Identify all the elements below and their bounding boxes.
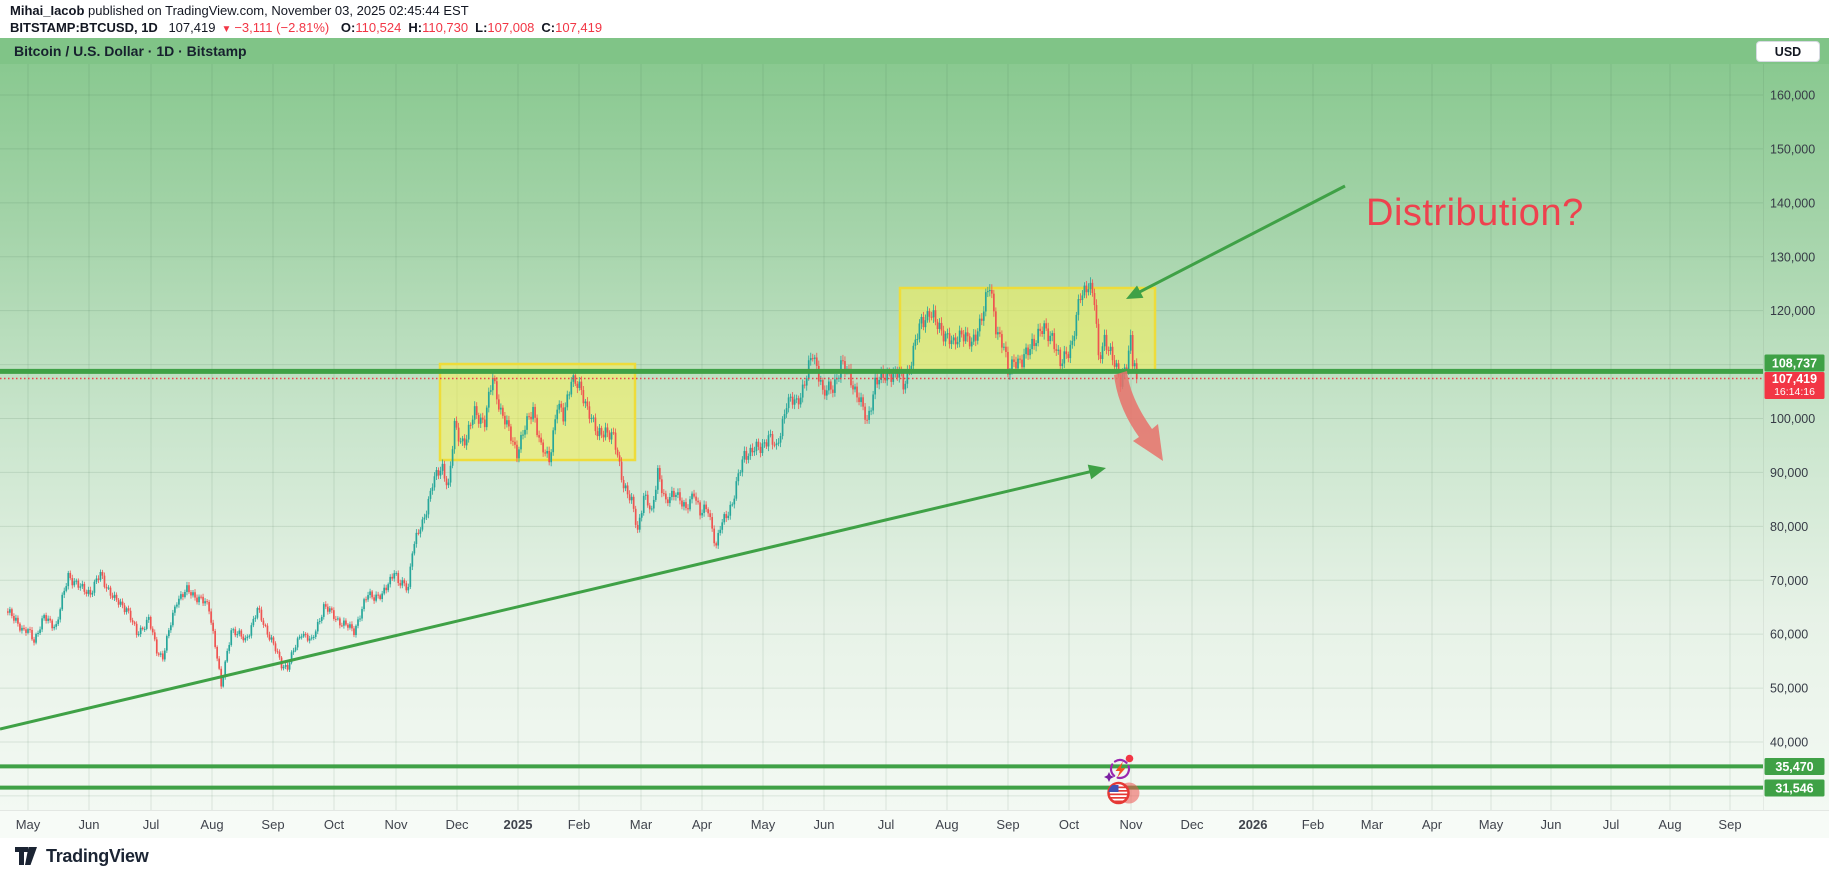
- event-icons[interactable]: [1104, 754, 1140, 805]
- svg-text:Dec: Dec: [445, 817, 469, 832]
- svg-text:108,737: 108,737: [1772, 357, 1817, 371]
- svg-text:Sep: Sep: [996, 817, 1019, 832]
- economic-event-icon[interactable]: [1104, 754, 1134, 782]
- svg-text:90,000: 90,000: [1770, 466, 1808, 480]
- low-label: L:: [475, 20, 488, 35]
- svg-text:Nov: Nov: [1119, 817, 1143, 832]
- tradingview-logo-icon: [15, 846, 37, 865]
- svg-text:Jul: Jul: [143, 817, 160, 832]
- brand-name[interactable]: TradingView: [46, 845, 149, 866]
- green-arrow: [1126, 184, 1346, 299]
- svg-text:40,000: 40,000: [1770, 736, 1808, 750]
- publish-info: published on TradingView.com, November 0…: [84, 3, 469, 18]
- svg-text:Jun: Jun: [814, 817, 835, 832]
- svg-text:130,000: 130,000: [1770, 250, 1815, 264]
- svg-text:Oct: Oct: [324, 817, 345, 832]
- last-price: 107,419: [168, 20, 216, 35]
- svg-text:100,000: 100,000: [1770, 412, 1815, 426]
- svg-text:2025: 2025: [504, 817, 533, 832]
- close-value: 107,419: [555, 20, 603, 35]
- svg-text:70,000: 70,000: [1770, 574, 1808, 588]
- svg-text:160,000: 160,000: [1770, 89, 1815, 103]
- svg-text:May: May: [16, 817, 41, 832]
- symbol-ohlc-line: BITSTAMP:BTCUSD, 1D 107,419 ▼ −3,111 (−2.8…: [10, 19, 602, 38]
- high-value: 110,730: [422, 20, 469, 35]
- trendline-arrow: [0, 464, 1106, 731]
- svg-text:120,000: 120,000: [1770, 304, 1815, 318]
- symbol-interval: BITSTAMP:BTCUSD, 1D: [10, 20, 158, 35]
- svg-text:May: May: [751, 817, 776, 832]
- chart-title: Bitcoin / U.S. Dollar · 1D · Bitstamp: [14, 43, 247, 59]
- svg-text:Mar: Mar: [630, 817, 653, 832]
- chart-background: [0, 38, 1829, 838]
- svg-text:Aug: Aug: [200, 817, 223, 832]
- svg-text:Mar: Mar: [1361, 817, 1384, 832]
- down-triangle-icon: ▼: [221, 24, 232, 35]
- svg-text:2026: 2026: [1239, 817, 1268, 832]
- chart-title-bar: Bitcoin / U.S. Dollar · 1D · Bitstamp: [0, 38, 1829, 64]
- publish-header: Mihai_Iacob published on TradingView.com…: [10, 2, 602, 38]
- svg-text:140,000: 140,000: [1770, 196, 1815, 210]
- svg-text:Sep: Sep: [261, 817, 284, 832]
- red-arrow: [1114, 371, 1163, 461]
- svg-text:150,000: 150,000: [1770, 142, 1815, 156]
- chart-canvas[interactable]: 160,000 150,000 140,000 130,000 120,000 100,0…: [0, 38, 1829, 838]
- svg-text:16:14:16: 16:14:16: [1774, 386, 1815, 398]
- svg-text:Feb: Feb: [568, 817, 590, 832]
- svg-text:Feb: Feb: [1302, 817, 1324, 832]
- footer: TradingView: [14, 843, 149, 869]
- svg-text:60,000: 60,000: [1770, 628, 1808, 642]
- us-flag-event-icon[interactable]: [1107, 781, 1140, 805]
- svg-text:Oct: Oct: [1059, 817, 1080, 832]
- currency-button[interactable]: USD: [1756, 41, 1820, 62]
- svg-text:Sep: Sep: [1718, 817, 1741, 832]
- yellow-box-annotations: [438, 286, 1157, 462]
- low-value: 107,008: [487, 20, 535, 35]
- svg-text:107,419: 107,419: [1772, 372, 1817, 386]
- author-name[interactable]: Mihai_Iacob: [10, 3, 85, 18]
- svg-text:Jun: Jun: [79, 817, 100, 832]
- svg-text:Nov: Nov: [384, 817, 408, 832]
- svg-text:31,546: 31,546: [1775, 782, 1813, 796]
- svg-text:80,000: 80,000: [1770, 520, 1808, 534]
- svg-text:Dec: Dec: [1180, 817, 1204, 832]
- y-axis[interactable]: 160,000 150,000 140,000 130,000 120,000 100,0…: [1770, 89, 1815, 750]
- high-label: H:: [408, 20, 423, 35]
- open-label: O:: [340, 20, 356, 35]
- svg-text:Aug: Aug: [1658, 817, 1681, 832]
- svg-text:Jul: Jul: [1603, 817, 1620, 832]
- support-resistance-lines: [0, 368, 1763, 790]
- close-label: C:: [541, 20, 556, 35]
- svg-text:Jul: Jul: [878, 817, 895, 832]
- price-change: −3,111 (−2.81%): [234, 20, 330, 35]
- svg-text:Apr: Apr: [692, 817, 713, 832]
- x-axis[interactable]: May Jun Jul Aug Sep Oct Nov Dec 2025 Feb Mar Apr May…: [16, 817, 1742, 832]
- svg-text:Jun: Jun: [1541, 817, 1562, 832]
- candlestick-series: [7, 277, 1138, 689]
- svg-text:Aug: Aug: [935, 817, 958, 832]
- svg-text:May: May: [1479, 817, 1504, 832]
- svg-text:35,470: 35,470: [1775, 760, 1813, 774]
- svg-text:Apr: Apr: [1422, 817, 1443, 832]
- publish-line: Mihai_Iacob published on TradingView.com…: [10, 2, 602, 19]
- open-value: 110,524: [355, 20, 402, 35]
- svg-text:50,000: 50,000: [1770, 682, 1808, 696]
